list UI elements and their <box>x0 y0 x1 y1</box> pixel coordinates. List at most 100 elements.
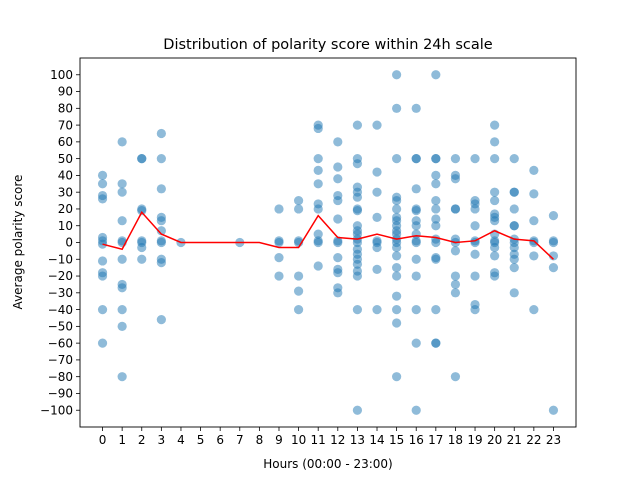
scatter-point <box>333 268 343 278</box>
scatter-point <box>490 154 500 164</box>
x-tick-label: 20 <box>487 433 502 447</box>
scatter-point <box>117 137 127 147</box>
scatter-point <box>509 288 519 298</box>
x-tick-label: 16 <box>409 433 424 447</box>
scatter-point <box>490 216 500 226</box>
scatter-point <box>117 187 127 197</box>
y-tick-label: −30 <box>48 286 73 300</box>
scatter-point <box>333 162 343 172</box>
scatter-point <box>411 206 421 216</box>
scatter-point <box>490 137 500 147</box>
scatter-point <box>431 254 441 264</box>
scatter-point <box>411 184 421 194</box>
scatter-point <box>392 103 402 113</box>
scatter-point <box>431 170 441 181</box>
scatter-point <box>548 251 559 261</box>
scatter-point <box>313 179 323 189</box>
mean-line <box>102 211 554 260</box>
scatter-point <box>117 254 127 264</box>
scatter-point <box>352 304 363 315</box>
scatter-point <box>333 237 343 248</box>
scatter-point <box>97 170 108 181</box>
scatter-point <box>137 206 147 216</box>
scatter-point <box>490 120 500 130</box>
y-tick-label: 30 <box>58 185 73 199</box>
y-tick-label: −10 <box>48 252 73 266</box>
scatter-point <box>352 271 363 281</box>
scatter-point <box>490 187 500 197</box>
y-tick-label: −60 <box>48 336 73 350</box>
scatter-point <box>313 229 323 239</box>
scatter-point <box>274 271 284 281</box>
y-tick-label: 20 <box>58 202 73 216</box>
scatter-point <box>509 254 519 264</box>
scatter-point <box>117 304 127 315</box>
x-tick-label: 12 <box>330 433 345 447</box>
x-tick-label: 19 <box>467 433 482 447</box>
y-tick-label: −100 <box>40 403 73 417</box>
y-axis: 1009080706050403020100−10−20−30−40−50−60… <box>40 68 80 417</box>
scatter-point <box>97 338 108 348</box>
scatter-point <box>156 184 166 194</box>
scatter-point <box>470 271 480 281</box>
scatter-point <box>548 211 559 221</box>
scatter-points <box>97 70 559 415</box>
scatter-point <box>313 165 323 175</box>
scatter-point <box>509 242 519 253</box>
scatter-point <box>450 246 461 256</box>
scatter-point <box>156 128 166 139</box>
y-tick-label: 40 <box>58 169 73 183</box>
scatter-point <box>392 271 402 281</box>
scatter-point <box>431 204 441 214</box>
x-tick-label: 23 <box>546 433 561 447</box>
scatter-point <box>313 123 323 134</box>
scatter-point <box>97 194 108 204</box>
y-tick-label: −80 <box>48 370 73 384</box>
scatter-point <box>411 103 421 113</box>
scatter-point <box>450 204 461 214</box>
scatter-point <box>313 237 323 248</box>
x-tick-label: 21 <box>507 433 522 447</box>
scatter-point <box>411 338 421 348</box>
scatter-point <box>529 216 539 226</box>
x-tick-label: 10 <box>291 433 306 447</box>
y-tick-label: 80 <box>58 102 73 116</box>
scatter-point <box>392 204 402 214</box>
scatter-point <box>509 263 519 273</box>
scatter-point <box>450 279 461 290</box>
scatter-point <box>117 321 127 331</box>
scatter-point <box>392 154 402 164</box>
scatter-point <box>431 338 441 348</box>
scatter-point <box>372 264 382 274</box>
scatter-point <box>117 283 127 293</box>
scatter-point <box>293 204 304 214</box>
scatter-point <box>97 256 108 266</box>
scatter-point <box>411 254 421 264</box>
mean-polarity-line <box>102 211 554 260</box>
scatter-point <box>372 120 382 130</box>
scatter-point <box>156 237 166 248</box>
scatter-point <box>313 204 323 214</box>
y-tick-label: 60 <box>58 135 73 149</box>
scatter-point <box>97 304 108 315</box>
scatter-point <box>352 120 363 130</box>
scatter-point <box>117 372 127 382</box>
scatter-point <box>137 242 147 253</box>
x-tick-label: 7 <box>236 433 244 447</box>
scatter-point <box>392 263 402 273</box>
scatter-point <box>529 189 539 199</box>
y-tick-label: 90 <box>58 85 73 99</box>
scatter-point <box>392 70 402 80</box>
scatter-point <box>431 221 441 231</box>
scatter-point <box>392 242 402 253</box>
scatter-point <box>392 195 402 206</box>
scatter-point <box>156 226 166 236</box>
x-tick-label: 1 <box>118 433 126 447</box>
x-tick-label: 14 <box>369 433 384 447</box>
scatter-point <box>117 179 127 189</box>
scatter-point <box>392 291 402 301</box>
scatter-point <box>529 237 539 248</box>
scatter-point <box>450 271 461 281</box>
scatter-point <box>392 318 402 328</box>
scatter-point <box>392 372 402 382</box>
